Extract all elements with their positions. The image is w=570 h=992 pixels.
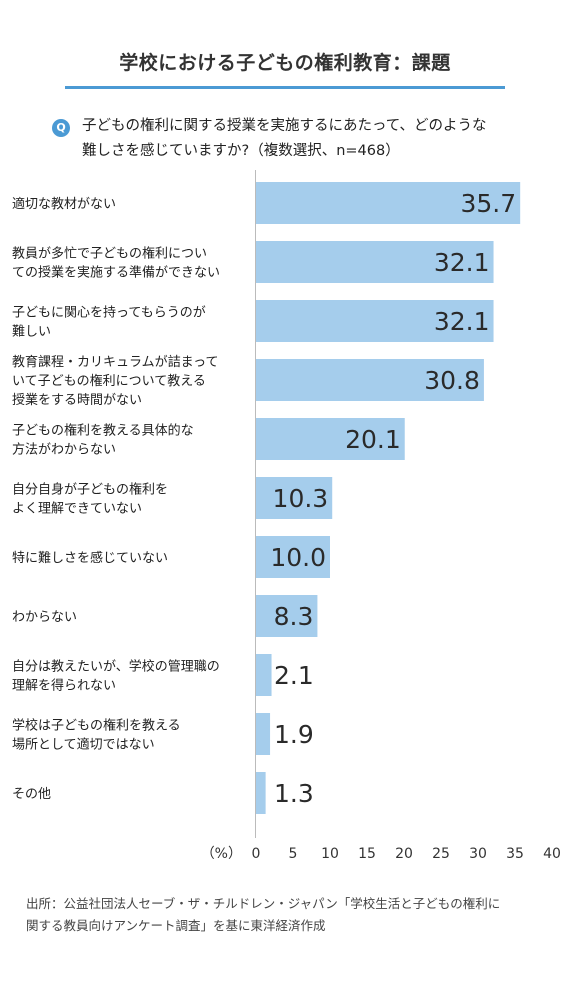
bar xyxy=(256,654,272,696)
category-label: 教育課程・カリキュラムが詰まって xyxy=(12,354,218,370)
category-label: 自分は教えたいが、学校の管理職の xyxy=(12,659,220,675)
x-tick-label: 35 xyxy=(506,846,524,862)
title-underline xyxy=(65,86,505,89)
chart-title: 学校における子どもの権利教育：課題 xyxy=(119,52,451,74)
category-label: 適切な教材がない xyxy=(12,196,116,212)
value-label: 32.1 xyxy=(434,307,490,336)
category-label: 理解を得られない xyxy=(12,678,116,694)
bar-chart: 35.7 適切な教材がない 32.1 教員が多忙で子どもの権利についての授業を実施する… xyxy=(12,170,561,862)
value-label: 10.3 xyxy=(273,484,329,513)
category-label: 子どもの権利を教える具体的な xyxy=(12,423,194,439)
bar xyxy=(256,418,405,460)
value-label: 30.8 xyxy=(424,366,480,395)
category-label: 学校は子どもの権利を教える xyxy=(12,718,181,734)
bar xyxy=(256,182,521,224)
category-label: その他 xyxy=(12,787,51,802)
value-label: 1.9 xyxy=(274,720,314,749)
value-label: 8.3 xyxy=(274,602,314,631)
x-tick-label: 25 xyxy=(432,846,450,862)
x-tick-label: 30 xyxy=(469,846,487,862)
bar xyxy=(256,477,333,519)
question-line-2: 難しさを感じていますか?（複数選択、n=468） xyxy=(82,143,400,159)
category-label: 場所として適切ではない xyxy=(12,737,155,753)
bar xyxy=(256,359,484,401)
x-tick-label: 40 xyxy=(543,846,561,862)
question-badge: Q xyxy=(52,119,70,137)
bar xyxy=(256,772,266,814)
bar xyxy=(256,713,271,755)
category-label: 特に難しさを感じていない xyxy=(12,550,168,566)
value-label: 35.7 xyxy=(461,189,517,218)
x-tick-label: 20 xyxy=(395,846,413,862)
bar xyxy=(256,241,494,283)
x-tick-label: 5 xyxy=(289,846,298,862)
question-line-1: 子どもの権利に関する授業を実施するにあたって、どのような xyxy=(82,118,487,134)
value-label: 10.0 xyxy=(270,543,326,572)
survey-question: 子どもの権利に関する授業を実施するにあたって、どのような 難しさを感じていますか… xyxy=(82,114,542,164)
category-label: 方法がわからない xyxy=(12,442,116,458)
x-tick-label: 10 xyxy=(321,846,339,862)
category-label: 授業をする時間がない xyxy=(12,392,142,408)
category-label: 自分自身が子どもの権利を xyxy=(12,482,168,498)
x-tick-label: 15 xyxy=(358,846,376,862)
bar xyxy=(256,536,330,578)
category-label: ての授業を実施する準備ができない xyxy=(12,265,220,281)
category-label: 子どもに関心を持ってもらうのが xyxy=(12,306,206,321)
category-label: わからない xyxy=(12,610,77,625)
value-label: 1.3 xyxy=(274,779,314,808)
source-note: 出所：公益社団法人セーブ・ザ・チルドレン・ジャパン「学校生活と子どもの権利に 関… xyxy=(26,893,551,937)
value-label: 2.1 xyxy=(274,661,314,690)
category-label: 教員が多忙で子どもの権利につい xyxy=(12,246,207,262)
value-label: 20.1 xyxy=(345,425,401,454)
value-label: 32.1 xyxy=(434,248,490,277)
source-line-2: 関する教員向けアンケート調査」を基に東洋経済作成 xyxy=(26,918,326,933)
category-label: よく理解できていない xyxy=(12,502,142,517)
x-axis-unit: （%） xyxy=(201,846,242,862)
x-tick-label: 0 xyxy=(252,846,261,862)
category-label: いて子どもの権利について教える xyxy=(12,373,206,389)
bar xyxy=(256,300,494,342)
bar xyxy=(256,595,318,637)
source-line-1: 出所：公益社団法人セーブ・ザ・チルドレン・ジャパン「学校生活と子どもの権利に xyxy=(26,896,501,911)
category-label: 難しい xyxy=(12,325,51,340)
